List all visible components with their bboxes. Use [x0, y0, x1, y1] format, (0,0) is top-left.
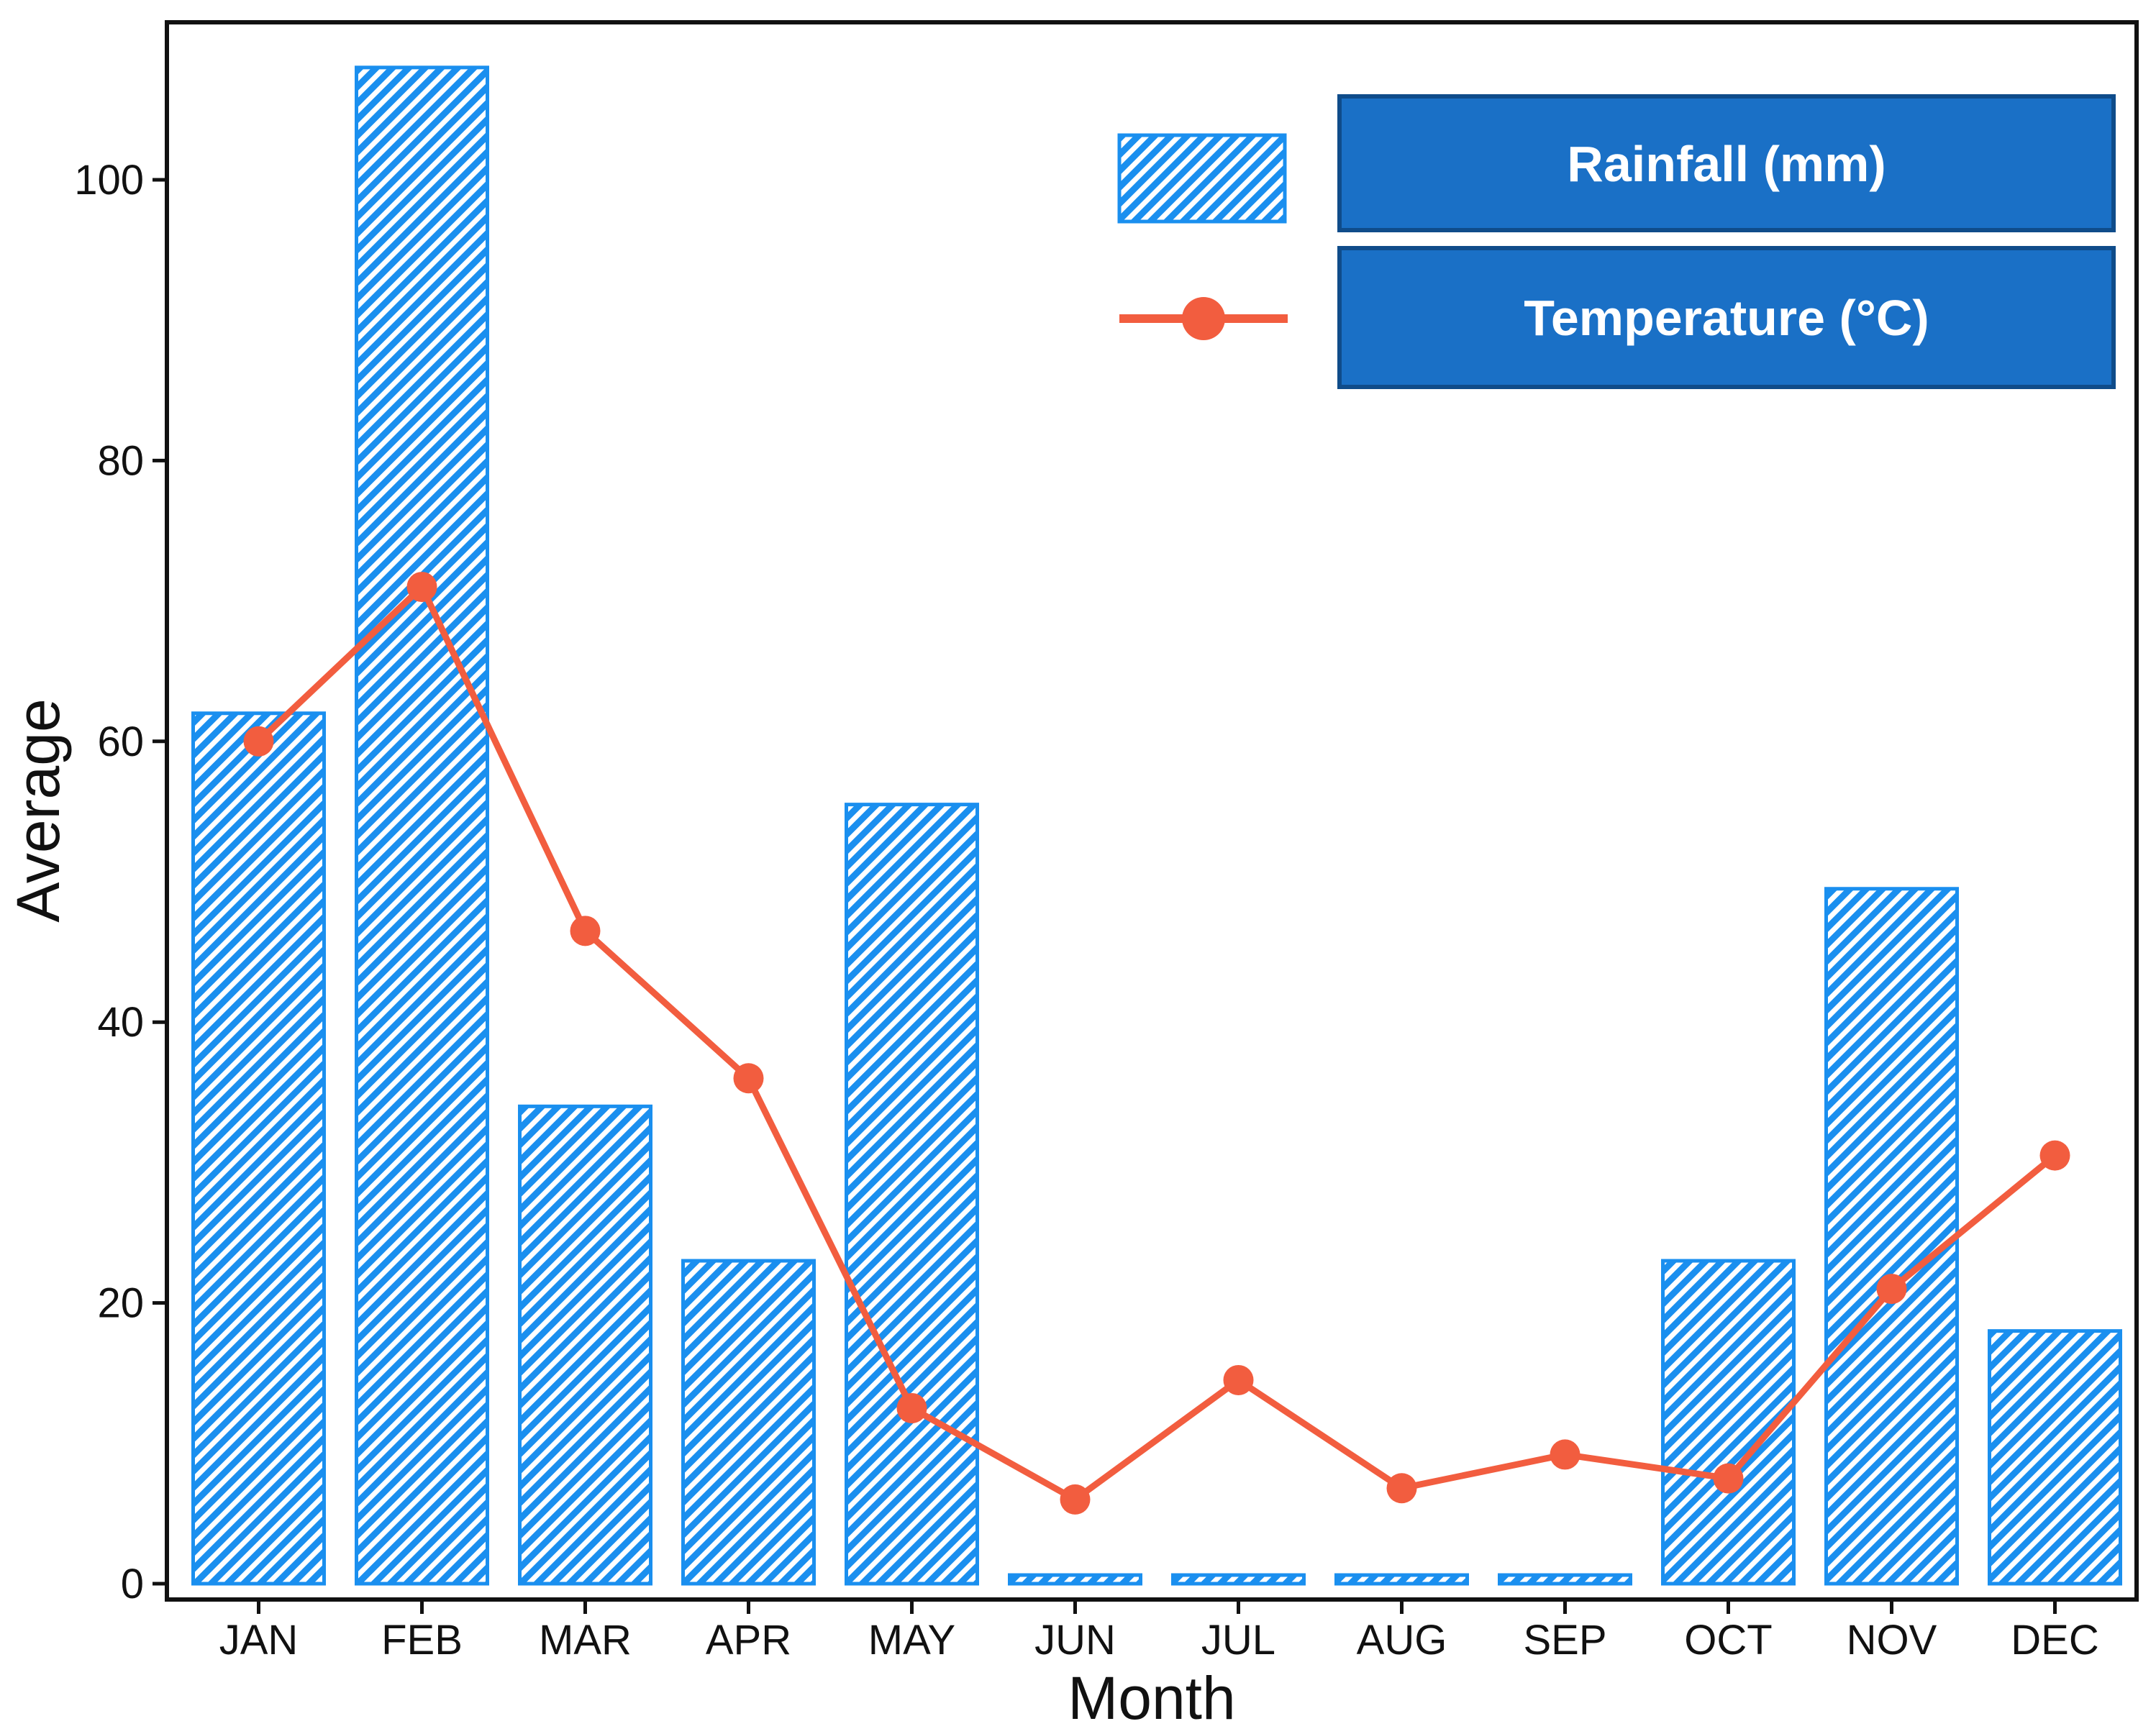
rainfall-bar-dec [1988, 1329, 2122, 1586]
x-axis: JAN FEB MAR APR MAY JUN JUL AUG SEP OCT NOV DEC [219, 1600, 2099, 1664]
legend-box-temperature [1337, 246, 2116, 389]
rainfall-bar-jun [1008, 1573, 1142, 1586]
rainfall-bar-feb [355, 65, 489, 1586]
y-tick-label: 20 [97, 1280, 144, 1327]
temperature-polyline [256, 583, 2057, 1503]
rainfall-bar-jul [1171, 1573, 1306, 1586]
temperature-line [243, 572, 2070, 1515]
x-tick-label: OCT [1684, 1617, 1772, 1664]
temperature-point-jul [1223, 1364, 1254, 1395]
temperature-point-oct [1713, 1463, 1744, 1494]
rainfall-bar-sep [1498, 1573, 1632, 1586]
x-tick-label: SEP [1523, 1617, 1606, 1664]
y-tick-label: 0 [121, 1561, 144, 1607]
y-tick-label: 40 [97, 999, 144, 1046]
rainfall-bar-nov [1824, 887, 1959, 1586]
x-tick-label: MAR [539, 1617, 632, 1664]
temperature-point-mar [570, 916, 601, 946]
temperature-point-dec [2039, 1140, 2070, 1171]
temperature-point-apr [733, 1063, 764, 1094]
x-tick-label: AUG [1357, 1617, 1447, 1664]
rainfall-bar-aug [1334, 1573, 1469, 1586]
y-tick-label: 100 [74, 157, 144, 204]
y-axis-title: Average [4, 698, 72, 922]
x-axis-title: Month [1068, 1664, 1235, 1732]
plot-frame [165, 20, 2139, 1602]
temperature-point-sep [1550, 1439, 1580, 1470]
x-tick-label: JAN [219, 1617, 299, 1664]
x-tick-label: NOV [1847, 1617, 1937, 1664]
x-tick-label: JUL [1201, 1617, 1275, 1664]
y-tick-label: 60 [97, 718, 144, 765]
rainfall-bar-apr [681, 1259, 816, 1586]
legend-label-temperature: Temperature (°C) [1524, 290, 1929, 346]
x-tick-label: APR [706, 1617, 791, 1664]
x-tick-label: FEB [381, 1617, 463, 1664]
legend: Rainfall (mm) Temperature (°C) [1117, 94, 2116, 389]
temperature-point-jan [243, 726, 274, 757]
legend-swatch-rainfall [1117, 133, 1287, 224]
legend-label-rainfall: Rainfall (mm) [1567, 136, 1886, 192]
rainfall-bar-mar [518, 1104, 652, 1586]
temperature-point-nov [1876, 1274, 1907, 1305]
temperature-point-jun [1060, 1484, 1091, 1515]
temperature-point-aug [1386, 1473, 1417, 1504]
rainfall-bar-oct [1661, 1259, 1796, 1586]
rainfall-bar-jan [191, 711, 326, 1586]
temperature-point-feb [406, 572, 437, 603]
legend-swatch-temperature-marker [1182, 297, 1225, 340]
x-tick-label: DEC [2011, 1617, 2098, 1664]
y-tick-label: 80 [97, 437, 144, 484]
y-axis: 0 20 40 60 80 100 [74, 157, 167, 1607]
temperature-point-may [896, 1393, 927, 1423]
x-tick-label: MAY [868, 1617, 955, 1664]
x-tick-label: JUN [1034, 1617, 1116, 1664]
rainfall-bar-may [845, 803, 979, 1586]
legend-box-rainfall [1337, 94, 2116, 232]
rainfall-bars [191, 65, 2122, 1586]
